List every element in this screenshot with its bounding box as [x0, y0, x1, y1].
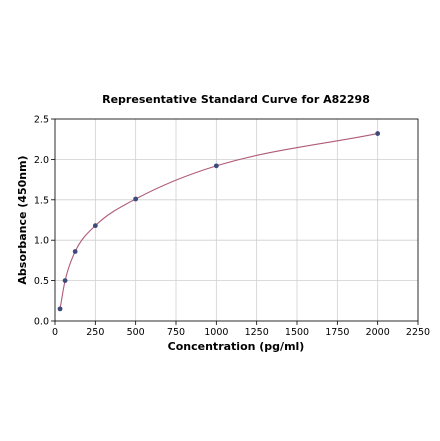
y-tick-label: 1.5: [34, 195, 49, 206]
data-point: [92, 223, 98, 229]
chart-title: Representative Standard Curve for A82298: [102, 93, 370, 106]
x-tick-label: 2250: [406, 327, 430, 338]
x-tick-label: 250: [86, 327, 104, 338]
fit-curve: [59, 133, 378, 309]
y-axis-ticks: 0.0 0.5 1.0 1.5 2.0 2.5: [34, 115, 55, 328]
fit-curve-layer: [59, 133, 378, 309]
y-axis-label: Absorbance (450nm): [16, 155, 29, 284]
data-point: [62, 278, 68, 283]
x-tick-label: 500: [127, 327, 145, 338]
data-point: [375, 131, 381, 136]
data-points: [57, 131, 381, 312]
data-point: [213, 163, 219, 169]
x-tick-label: 1500: [285, 327, 309, 338]
x-tick-label: 1000: [204, 327, 228, 338]
x-tick-label: 1750: [325, 327, 349, 338]
x-tick-label: 2000: [366, 327, 390, 338]
data-point: [133, 196, 139, 202]
x-tick-label: 0: [52, 327, 58, 338]
x-axis-label: Concentration (pg/ml): [168, 340, 305, 353]
data-point: [72, 249, 78, 254]
grid-lines: [54, 118, 419, 322]
y-tick-label: 0.5: [34, 276, 49, 287]
y-tick-label: 1.0: [34, 236, 49, 247]
y-tick-label: 0.0: [34, 317, 49, 328]
x-axis-ticks: 0 250 500 750 1000 1250 1500 1750 2000 2250: [52, 321, 430, 338]
x-tick-label: 1250: [245, 327, 269, 338]
y-tick-label: 2.0: [34, 155, 49, 166]
y-tick-label: 2.5: [34, 115, 49, 126]
plot-frame: [54, 118, 419, 322]
data-point: [57, 306, 63, 312]
x-tick-label: 750: [167, 327, 185, 338]
